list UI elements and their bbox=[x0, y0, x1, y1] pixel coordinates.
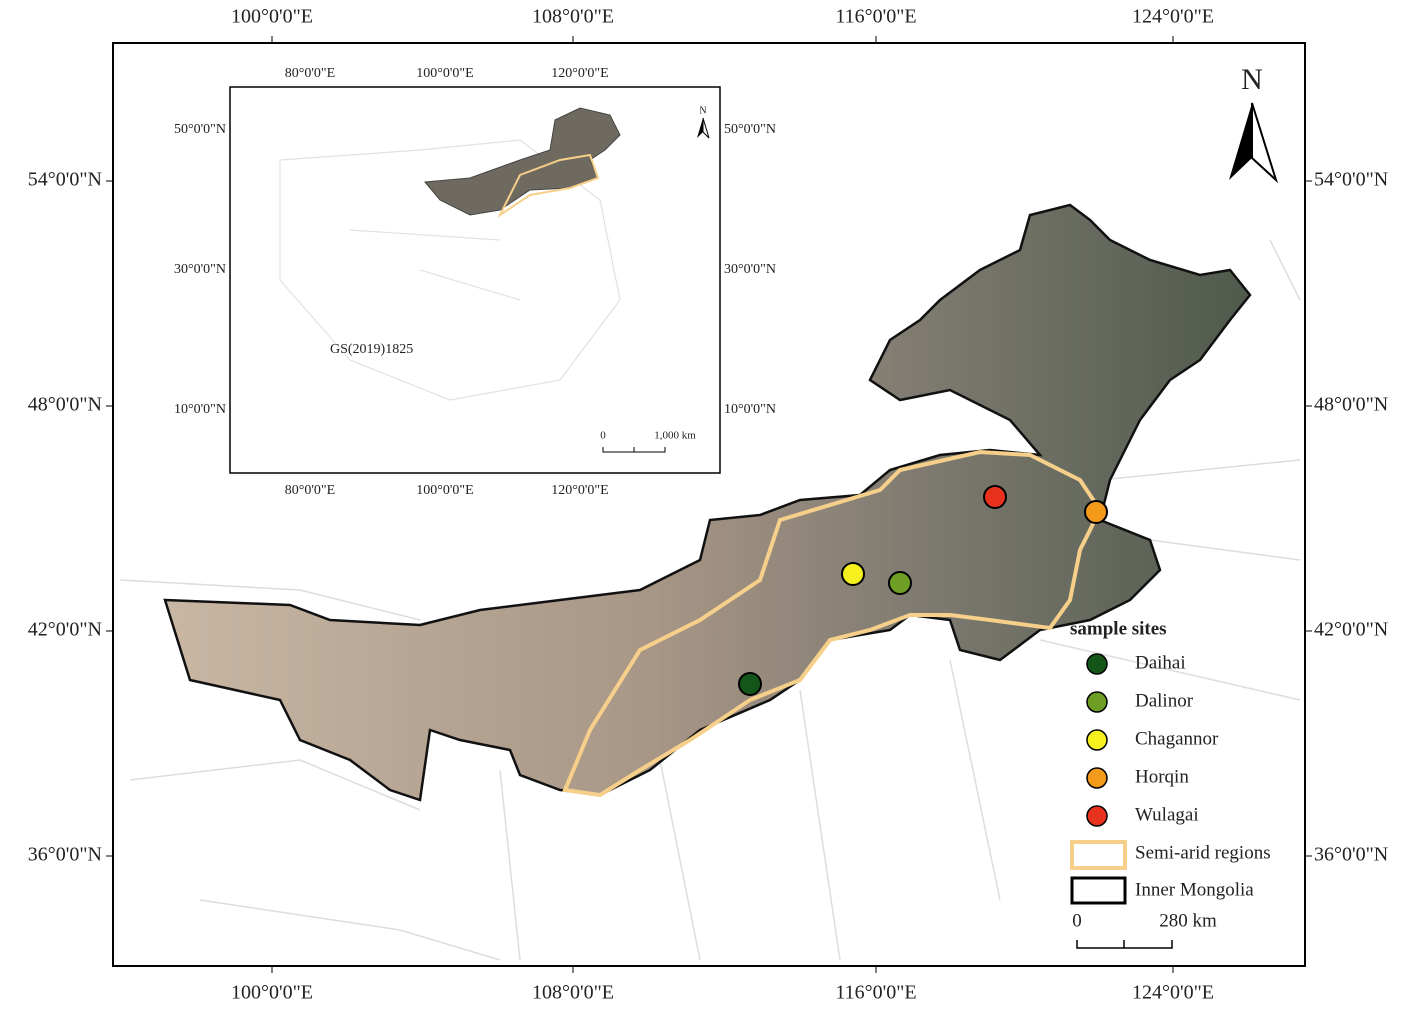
inset-frame bbox=[229, 86, 721, 474]
sample-site bbox=[983, 485, 1007, 509]
y-label-right: 48°0'0"N bbox=[1314, 394, 1388, 416]
legend-site-label: Daihai bbox=[1135, 652, 1186, 673]
background-boundaries bbox=[119, 239, 1301, 961]
legend-semi-arid-label: Semi-arid regions bbox=[1135, 842, 1271, 863]
inset-x-label-top: 120°0'0"E bbox=[551, 66, 608, 81]
legend-site-marker bbox=[1086, 691, 1108, 713]
sample-site bbox=[738, 672, 762, 696]
inset-scale-end: 1,000 km bbox=[654, 430, 696, 442]
inset-x-label-bottom: 80°0'0"E bbox=[285, 483, 335, 498]
inset-y-label-right: 10°0'0"N bbox=[724, 402, 776, 417]
x-label-top: 100°0'0"E bbox=[231, 6, 313, 28]
x-label-top: 124°0'0"E bbox=[1132, 6, 1214, 28]
x-label-bottom: 124°0'0"E bbox=[1132, 982, 1214, 1004]
scale-bar bbox=[1076, 940, 1173, 949]
y-label-right: 54°0'0"N bbox=[1314, 169, 1388, 191]
x-label-bottom: 116°0'0"E bbox=[835, 982, 916, 1004]
legend-semi-arid-swatch bbox=[1070, 840, 1127, 870]
inset-y-label-left: 50°0'0"N bbox=[174, 122, 226, 137]
legend-site-marker bbox=[1086, 653, 1108, 675]
legend-site-marker bbox=[1086, 767, 1108, 789]
legend-inner-mongolia-swatch bbox=[1070, 876, 1127, 905]
inset-semi-arid bbox=[497, 153, 600, 218]
sample-site bbox=[841, 562, 865, 586]
legend-site-marker bbox=[1086, 805, 1108, 827]
legend-site-label: Dalinor bbox=[1135, 690, 1194, 711]
x-label-top: 116°0'0"E bbox=[835, 6, 916, 28]
inset-x-label-bottom: 100°0'0"E bbox=[416, 483, 473, 498]
inset-north-arrow-outline bbox=[702, 117, 710, 139]
sample-site bbox=[888, 571, 912, 595]
x-label-top: 108°0'0"E bbox=[532, 6, 614, 28]
y-label-left: 36°0'0"N bbox=[28, 844, 102, 866]
x-label-bottom: 108°0'0"E bbox=[532, 982, 614, 1004]
inset-scale-bar bbox=[602, 447, 666, 453]
legend-site-label: Wulagai bbox=[1135, 804, 1199, 825]
north-arrow-outline bbox=[1251, 102, 1279, 184]
inset-note: GS(2019)1825 bbox=[330, 342, 413, 357]
inset-y-label-right: 30°0'0"N bbox=[724, 262, 776, 277]
y-label-right: 42°0'0"N bbox=[1314, 619, 1388, 641]
inset-north-arrow bbox=[697, 118, 703, 138]
y-label-right: 36°0'0"N bbox=[1314, 844, 1388, 866]
north-label: N bbox=[1241, 63, 1263, 96]
scale-end: 280 km bbox=[1159, 910, 1217, 931]
y-label-left: 48°0'0"N bbox=[28, 394, 102, 416]
legend-title: sample sites bbox=[1070, 618, 1167, 639]
legend-site-label: Horqin bbox=[1135, 766, 1189, 787]
inset-y-label-left: 30°0'0"N bbox=[174, 262, 226, 277]
inset-inner-mongolia bbox=[424, 107, 621, 216]
inset-x-label-top: 100°0'0"E bbox=[416, 66, 473, 81]
legend-site-label: Chagannor bbox=[1135, 728, 1219, 749]
inset-y-label-left: 10°0'0"N bbox=[174, 402, 226, 417]
y-label-left: 54°0'0"N bbox=[28, 169, 102, 191]
inset-x-label-top: 80°0'0"E bbox=[285, 66, 335, 81]
inset-scale-start: 0 bbox=[600, 430, 606, 442]
semi-arid-region bbox=[562, 449, 1103, 798]
inset-boundaries bbox=[279, 139, 621, 401]
inset-north-label: N bbox=[699, 105, 706, 116]
sample-site bbox=[1084, 500, 1108, 524]
scale-start: 0 bbox=[1072, 910, 1082, 931]
y-label-left: 42°0'0"N bbox=[28, 619, 102, 641]
legend-site-marker bbox=[1086, 729, 1108, 751]
x-label-bottom: 100°0'0"E bbox=[231, 982, 313, 1004]
inset-map: GS(2019)1825 N 0 1,000 km bbox=[229, 86, 721, 474]
legend-inner-mongolia-label: Inner Mongolia bbox=[1135, 879, 1254, 900]
north-arrow bbox=[1229, 103, 1252, 180]
inset-y-label-right: 50°0'0"N bbox=[724, 122, 776, 137]
inset-x-label-bottom: 120°0'0"E bbox=[551, 483, 608, 498]
